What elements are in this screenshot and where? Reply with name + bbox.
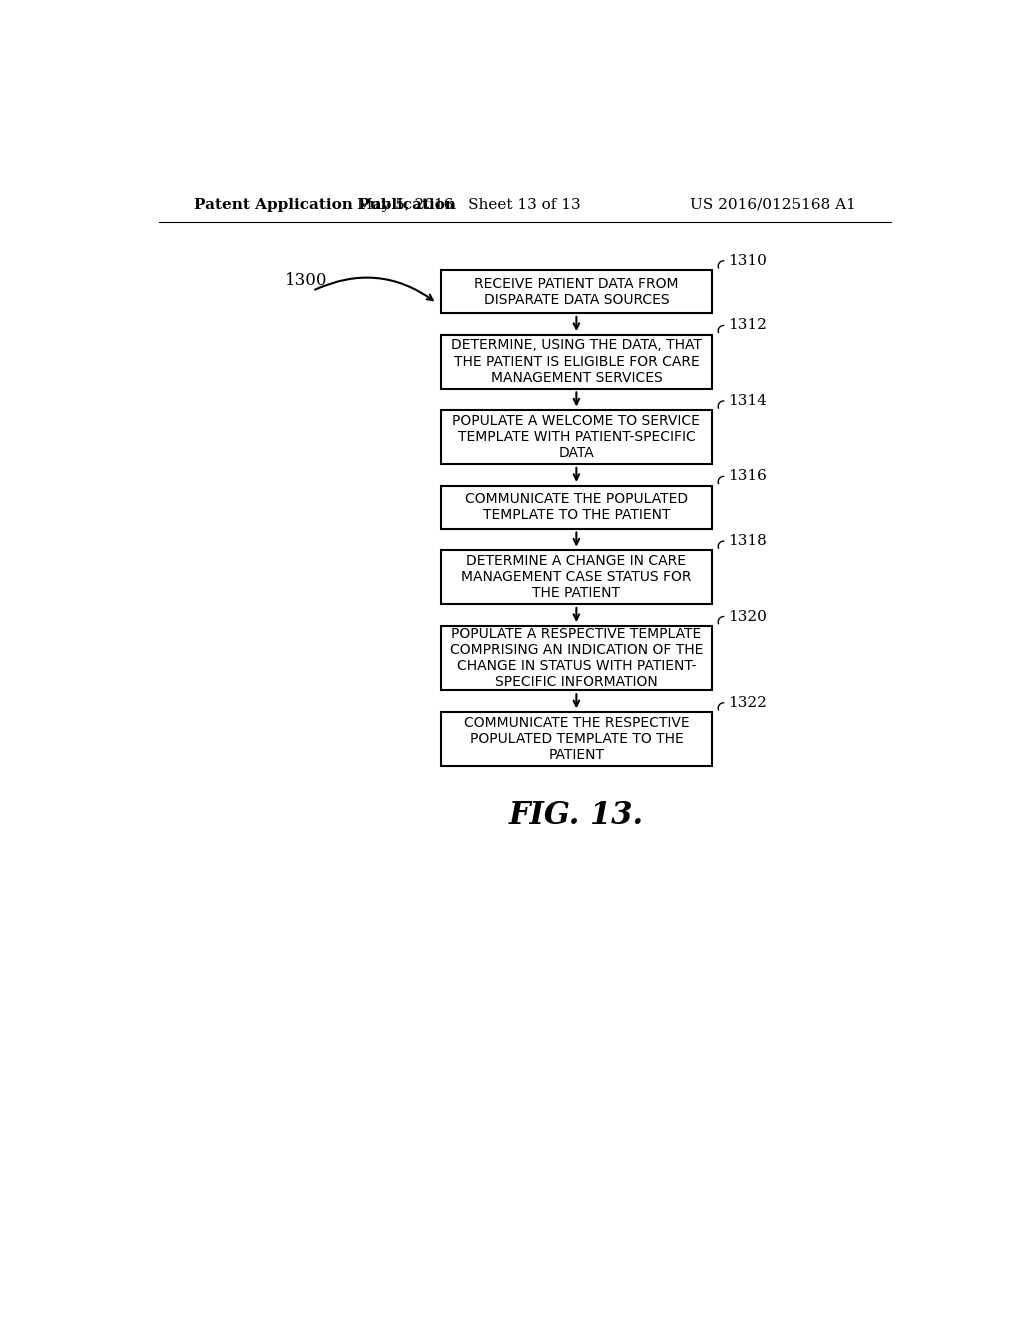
Text: 1320: 1320 [728,610,767,623]
Text: RECEIVE PATIENT DATA FROM
DISPARATE DATA SOURCES: RECEIVE PATIENT DATA FROM DISPARATE DATA… [474,276,679,306]
Text: US 2016/0125168 A1: US 2016/0125168 A1 [690,198,856,211]
Text: Patent Application Publication: Patent Application Publication [194,198,456,211]
Bar [440,271,712,313]
Text: COMMUNICATE THE RESPECTIVE
POPULATED TEMPLATE TO THE
PATIENT: COMMUNICATE THE RESPECTIVE POPULATED TEM… [464,715,689,762]
Bar [440,626,712,690]
Text: 1312: 1312 [728,318,767,333]
Bar [440,550,712,605]
Text: 1300: 1300 [285,272,328,289]
Text: 1316: 1316 [728,470,767,483]
Text: 1310: 1310 [728,253,767,268]
Text: FIG. 13.: FIG. 13. [509,800,644,832]
Text: 1318: 1318 [728,535,767,548]
Text: POPULATE A RESPECTIVE TEMPLATE
COMPRISING AN INDICATION OF THE
CHANGE IN STATUS : POPULATE A RESPECTIVE TEMPLATE COMPRISIN… [450,627,703,689]
Text: May 5, 2016   Sheet 13 of 13: May 5, 2016 Sheet 13 of 13 [357,198,581,211]
Text: POPULATE A WELCOME TO SERVICE
TEMPLATE WITH PATIENT-SPECIFIC
DATA: POPULATE A WELCOME TO SERVICE TEMPLATE W… [453,414,700,461]
Bar [440,486,712,529]
Bar [440,711,712,766]
Text: COMMUNICATE THE POPULATED
TEMPLATE TO THE PATIENT: COMMUNICATE THE POPULATED TEMPLATE TO TH… [465,492,688,523]
Text: DETERMINE A CHANGE IN CARE
MANAGEMENT CASE STATUS FOR
THE PATIENT: DETERMINE A CHANGE IN CARE MANAGEMENT CA… [461,554,691,601]
Text: 1322: 1322 [728,696,767,710]
Text: DETERMINE, USING THE DATA, THAT
THE PATIENT IS ELIGIBLE FOR CARE
MANAGEMENT SERV: DETERMINE, USING THE DATA, THAT THE PATI… [451,338,701,385]
Bar [440,335,712,388]
Bar [440,411,712,465]
Text: 1314: 1314 [728,393,767,408]
